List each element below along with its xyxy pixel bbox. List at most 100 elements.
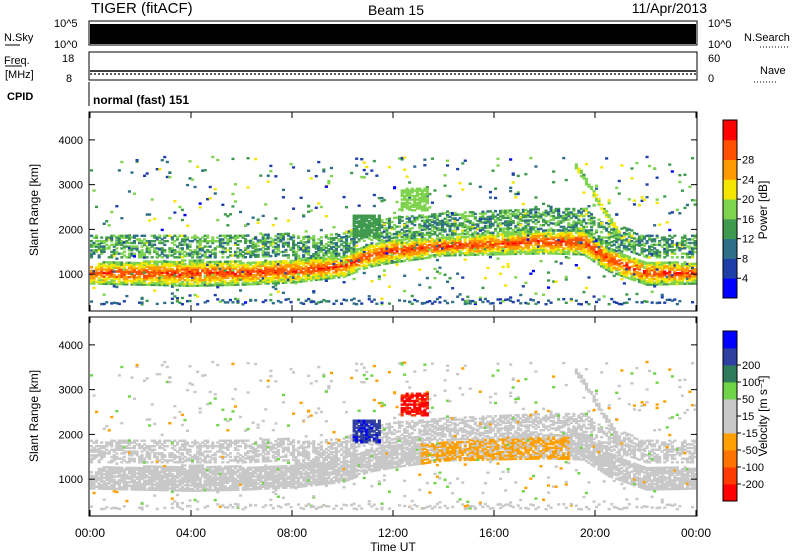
power-cell [610,249,614,252]
power-cell [292,251,296,254]
power-cell [122,241,126,244]
power-cell [198,264,202,268]
power-cell [178,278,182,282]
power-cell [302,244,306,248]
power-cell [390,245,394,248]
power-cell [615,246,619,249]
power-cell [531,299,535,302]
power-cell [327,275,331,278]
power-cell [668,274,672,277]
power-cell [297,254,301,257]
power-cell [117,265,121,268]
power-cell [329,242,333,245]
power-cell [590,222,594,225]
power-cell [486,217,490,220]
power-cell [155,252,159,255]
power-cell [640,260,644,263]
power-cell [584,300,588,304]
power-cell [289,237,293,241]
power-cell [213,284,217,287]
power-cell [519,250,523,254]
power-cell [135,267,139,270]
power-cell [501,265,505,269]
power-cell [637,261,641,264]
power-cell [132,263,136,266]
power-cell [292,261,296,264]
power-cell [302,271,306,274]
power-cell [597,235,601,238]
power-cell [529,298,533,301]
power-cell [632,273,636,276]
power-cell [211,238,215,241]
power-cell [635,274,639,277]
power-cell [423,219,427,222]
power-cell [319,250,323,253]
power-cell [120,265,124,268]
power-cell [289,261,293,264]
power-cell [127,190,131,193]
power-cell [347,264,351,267]
power-cell [138,241,142,245]
power-cell [304,299,308,302]
power-cell [266,246,270,249]
power-cell [236,265,240,268]
power-cell [519,240,523,243]
power-cell [145,240,149,243]
power-cell [140,301,144,304]
power-cell [526,219,530,222]
power-cell [526,212,530,215]
power-cell [304,244,308,248]
power-cell [292,241,296,244]
power-cell [400,240,404,243]
power-cell [393,211,397,215]
power-cell [367,295,371,298]
power-cell [632,251,636,254]
power-cell [547,234,551,237]
power-cell [488,238,492,242]
power-cell [90,280,94,283]
power-cell [324,257,328,261]
power-cell [203,252,207,255]
power-cell [660,263,664,266]
power-cell [380,245,384,248]
power-cell [458,182,462,185]
power-cell [466,230,470,234]
power-cell [458,237,462,241]
power-cell [163,250,167,254]
power-cell [514,243,518,247]
power-cell [334,245,338,248]
power-cell [511,172,515,175]
power-cell [289,248,293,251]
power-cell [529,226,533,229]
power-cell [256,221,260,224]
power-cell [625,229,629,232]
power-cell [584,242,588,245]
power-cell [191,268,195,271]
power-cell [213,249,217,252]
power-cell [178,284,182,287]
power-cell [549,229,553,232]
power-cell [582,229,586,232]
power-cell [193,236,197,239]
power-cell [461,233,465,236]
power-cell [554,243,558,246]
power-cell [453,224,457,227]
power-cell [170,285,174,288]
power-cell [627,271,631,275]
power-cell [600,240,604,243]
power-cell [153,265,157,269]
power-cell [658,272,662,275]
power-cell [557,229,561,232]
power-cell [145,262,149,265]
power-cell [617,238,621,241]
power-cell [663,240,667,243]
power-cell [529,250,533,253]
power-cell [617,302,621,306]
power-cell [559,240,563,243]
power-cell [337,272,341,275]
power-cell [314,175,318,178]
power-cell [259,248,263,251]
power-cell [483,246,487,249]
power-cell [112,275,116,278]
power-cell [271,260,275,263]
